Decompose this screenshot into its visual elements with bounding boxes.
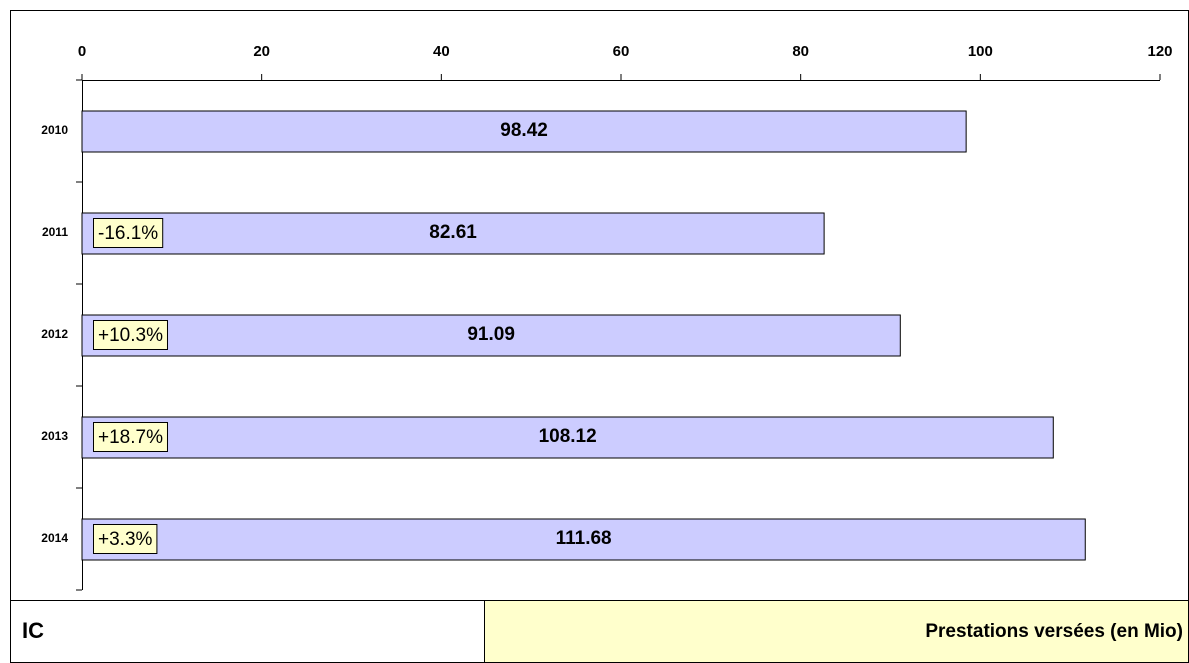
bar (81, 110, 967, 153)
bar (81, 314, 901, 357)
x-tick-label: 40 (433, 43, 450, 60)
change-box (93, 422, 168, 452)
value-label: 91.09 (467, 324, 515, 345)
change-box (93, 218, 164, 248)
change-label: +10.3% (98, 325, 163, 346)
x-tick-label: 20 (253, 43, 270, 60)
change-box (93, 524, 158, 554)
value-label: 111.68 (556, 528, 612, 549)
y-tick-label: 2012 (41, 327, 68, 341)
x-tick-label: 120 (1147, 43, 1172, 60)
y-tick-label: 2011 (42, 225, 68, 239)
change-label: +18.7% (98, 427, 163, 448)
change-label: -16.1% (98, 223, 158, 244)
y-tick-label: 2013 (41, 429, 68, 443)
footer-right: Prestations versées (en Mio) (925, 621, 1183, 642)
x-tick-label: 60 (613, 43, 630, 60)
x-tick-label: 0 (78, 43, 86, 60)
bar (81, 518, 1086, 561)
change-box (93, 320, 168, 350)
value-label: 98.42 (500, 120, 548, 141)
footer-right-cell (484, 600, 1189, 663)
value-label: 108.12 (539, 426, 597, 447)
bar (81, 416, 1054, 459)
change-label: +3.3% (98, 529, 153, 550)
bar (81, 212, 825, 255)
y-tick-label: 2014 (41, 531, 68, 545)
footer-left-cell (10, 600, 485, 663)
x-tick-label: 80 (792, 43, 809, 60)
x-tick-label: 100 (968, 43, 993, 60)
footer-left: IC (22, 618, 44, 643)
y-tick-label: 2010 (41, 123, 68, 137)
value-label: 82.61 (429, 222, 477, 243)
